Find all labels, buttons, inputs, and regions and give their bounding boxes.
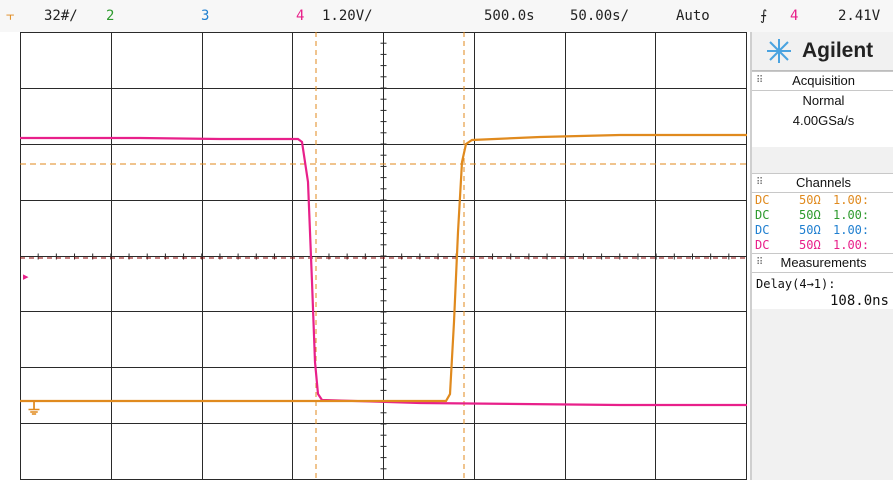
- ch4-label[interactable]: 4: [296, 8, 305, 24]
- grip-icon: ⠿: [756, 177, 764, 188]
- grip-icon: ⠿: [756, 257, 764, 268]
- channel-impedance: 50Ω: [799, 193, 821, 207]
- measurements-body: Delay(4→1): 108.0ns: [752, 273, 893, 309]
- sample-rate: 4.00GSa/s: [792, 113, 855, 128]
- channel-impedance: 50Ω: [799, 208, 821, 222]
- side-panel: Agilent ⠿ Acquisition Normal 4.00GSa/s ⠿…: [750, 32, 893, 480]
- channel-row[interactable]: DC 50Ω 1.00:: [752, 223, 893, 238]
- ch2-label[interactable]: 2: [106, 8, 115, 24]
- ch1-scale[interactable]: 32#/: [44, 8, 78, 24]
- channel-scale: 1.00:: [833, 193, 870, 207]
- channels-title: Channels: [796, 175, 851, 190]
- channel-scale: 1.00:: [833, 208, 870, 222]
- channel-row[interactable]: DC 50Ω 1.00:: [752, 238, 893, 253]
- channel-coupling: DC: [755, 223, 770, 237]
- channel-scale: 1.00:: [833, 238, 870, 252]
- channel-impedance: 50Ω: [799, 223, 821, 237]
- ch1-waveform: [20, 133, 747, 403]
- acquisition-mode: Normal: [802, 93, 845, 108]
- rising-edge-icon: ⨍: [760, 8, 768, 24]
- waveform-display[interactable]: ▸ ⏚: [20, 32, 747, 480]
- acquisition-header[interactable]: ⠿ Acquisition: [752, 71, 893, 91]
- channel-row[interactable]: DC 50Ω 1.00:: [752, 208, 893, 223]
- agilent-spark-icon: [767, 39, 791, 63]
- acquisition-body: Normal 4.00GSa/s: [752, 91, 893, 147]
- time-scale[interactable]: 50.00s/: [570, 8, 630, 24]
- trigger-level-icon: ⫟: [6, 8, 15, 24]
- trigger-mode[interactable]: Auto: [676, 8, 710, 24]
- center-axes: [20, 32, 747, 480]
- ch4-scale[interactable]: 1.20V/: [322, 8, 373, 24]
- ch4-waveform: [20, 136, 747, 407]
- grip-icon: ⠿: [756, 75, 764, 86]
- brand-name: Agilent: [802, 39, 874, 62]
- channel-row[interactable]: DC 50Ω 1.00:: [752, 193, 893, 208]
- channel-coupling: DC: [755, 193, 770, 207]
- channel-scale: 1.00:: [833, 223, 870, 237]
- trigger-level[interactable]: 2.41V: [838, 8, 881, 24]
- ground-marker: ⏚: [26, 401, 43, 418]
- channels-header[interactable]: ⠿ Channels: [752, 173, 893, 193]
- brand-logo: Agilent: [752, 32, 893, 71]
- measurement-value: 108.0ns: [829, 293, 889, 309]
- trigger-marker: ▸: [23, 271, 29, 283]
- status-bar: ⫟ 32#/ 2 3 4 1.20V/ 500.0s 50.00s/ Auto …: [0, 0, 893, 32]
- time-offset[interactable]: 500.0s: [484, 8, 535, 24]
- measurement-label: Delay(4→1):: [756, 277, 836, 291]
- measurements-title: Measurements: [780, 255, 867, 270]
- channel-impedance: 50Ω: [799, 238, 821, 252]
- channel-coupling: DC: [755, 238, 770, 252]
- waveform-canvas: [20, 32, 747, 480]
- ch3-label[interactable]: 3: [201, 8, 210, 24]
- measurements-header[interactable]: ⠿ Measurements: [752, 253, 893, 273]
- acquisition-title: Acquisition: [792, 73, 855, 88]
- trigger-channel[interactable]: 4: [790, 8, 799, 24]
- channel-coupling: DC: [755, 208, 770, 222]
- channels-body: DC 50Ω 1.00: DC 50Ω 1.00: DC 50Ω 1.00: DC 50Ω 1.00:: [752, 193, 893, 253]
